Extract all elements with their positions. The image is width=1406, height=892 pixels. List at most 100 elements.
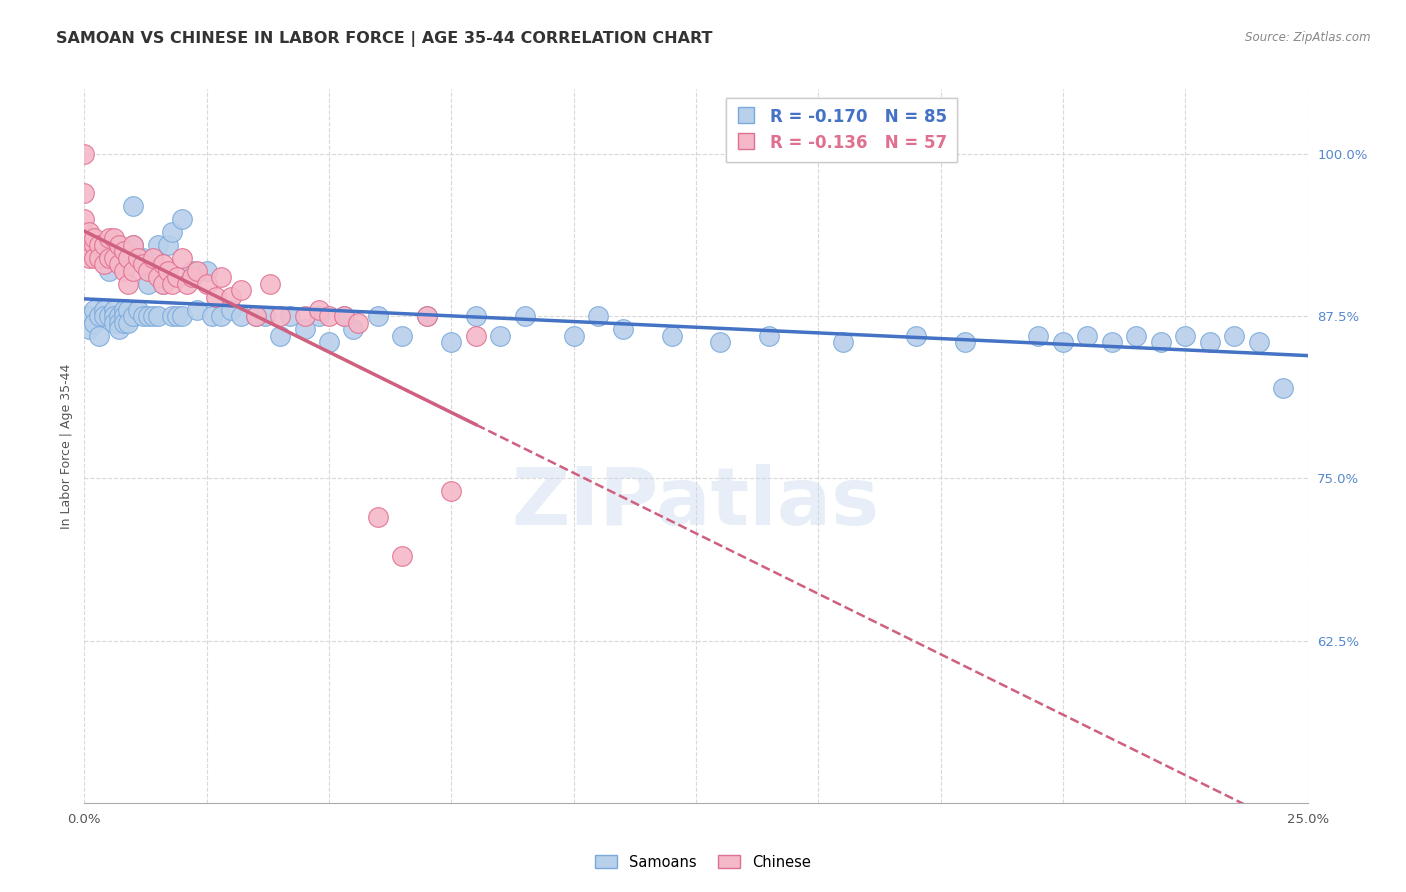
Point xyxy=(112,244,135,259)
Point xyxy=(586,310,609,324)
Point xyxy=(1272,381,1295,395)
Point xyxy=(367,510,389,524)
Point xyxy=(117,251,139,265)
Point xyxy=(172,211,194,226)
Point xyxy=(107,238,129,252)
Point xyxy=(758,328,780,343)
Point xyxy=(661,328,683,343)
Point xyxy=(122,238,145,252)
Point xyxy=(229,310,252,324)
Point xyxy=(166,270,188,285)
Point xyxy=(117,302,139,317)
Point xyxy=(87,328,110,343)
Point xyxy=(132,251,155,265)
Point xyxy=(146,270,169,285)
Point xyxy=(136,277,159,291)
Point xyxy=(103,302,125,317)
Point xyxy=(318,310,340,324)
Point xyxy=(112,264,135,278)
Point xyxy=(318,335,340,350)
Point xyxy=(83,251,105,265)
Point xyxy=(73,147,96,161)
Point xyxy=(562,328,585,343)
Point xyxy=(136,264,159,278)
Point xyxy=(73,211,96,226)
Point xyxy=(97,264,120,278)
Point xyxy=(489,328,512,343)
Point xyxy=(195,264,218,278)
Point xyxy=(1125,328,1147,343)
Point xyxy=(464,310,486,324)
Point xyxy=(278,310,301,324)
Point xyxy=(186,302,208,317)
Point xyxy=(77,238,100,252)
Point xyxy=(1247,335,1270,350)
Point xyxy=(269,328,291,343)
Point xyxy=(342,322,364,336)
Point xyxy=(464,328,486,343)
Point xyxy=(229,283,252,297)
Point xyxy=(83,238,105,252)
Point xyxy=(122,238,145,252)
Point xyxy=(259,277,281,291)
Point xyxy=(513,310,536,324)
Point xyxy=(142,310,165,324)
Point xyxy=(107,310,129,324)
Point xyxy=(112,302,135,317)
Point xyxy=(245,310,267,324)
Point xyxy=(117,316,139,330)
Point xyxy=(367,310,389,324)
Point xyxy=(209,270,232,285)
Point xyxy=(103,231,125,245)
Point xyxy=(97,310,120,324)
Point xyxy=(97,238,120,252)
Point xyxy=(103,310,125,324)
Point xyxy=(181,264,204,278)
Point xyxy=(83,316,105,330)
Point xyxy=(1052,335,1074,350)
Point xyxy=(831,335,853,350)
Point xyxy=(953,335,976,350)
Point xyxy=(219,302,242,317)
Point xyxy=(166,310,188,324)
Point xyxy=(219,290,242,304)
Point xyxy=(416,310,439,324)
Text: SAMOAN VS CHINESE IN LABOR FORCE | AGE 35-44 CORRELATION CHART: SAMOAN VS CHINESE IN LABOR FORCE | AGE 3… xyxy=(56,31,713,47)
Point xyxy=(93,257,115,271)
Point xyxy=(1174,328,1197,343)
Legend: Samoans, Chinese: Samoans, Chinese xyxy=(589,849,817,876)
Point xyxy=(1198,335,1220,350)
Point xyxy=(122,264,145,278)
Point xyxy=(186,264,208,278)
Point xyxy=(83,302,105,317)
Point xyxy=(1076,328,1098,343)
Point xyxy=(269,310,291,324)
Point xyxy=(308,302,330,317)
Point xyxy=(254,310,277,324)
Point xyxy=(87,238,110,252)
Point xyxy=(142,251,165,265)
Point xyxy=(93,310,115,324)
Point xyxy=(77,322,100,336)
Point xyxy=(87,251,110,265)
Point xyxy=(612,322,634,336)
Point xyxy=(112,316,135,330)
Point xyxy=(152,277,174,291)
Point xyxy=(308,310,330,324)
Point xyxy=(172,310,194,324)
Point xyxy=(122,310,145,324)
Point xyxy=(93,238,115,252)
Point xyxy=(87,310,110,324)
Point xyxy=(156,238,179,252)
Point xyxy=(200,310,222,324)
Point xyxy=(1101,335,1123,350)
Point xyxy=(1028,328,1050,343)
Point xyxy=(117,277,139,291)
Point xyxy=(245,310,267,324)
Point xyxy=(332,310,354,324)
Point xyxy=(172,251,194,265)
Point xyxy=(107,257,129,271)
Point xyxy=(93,302,115,317)
Y-axis label: In Labor Force | Age 35-44: In Labor Force | Age 35-44 xyxy=(60,363,73,529)
Point xyxy=(107,316,129,330)
